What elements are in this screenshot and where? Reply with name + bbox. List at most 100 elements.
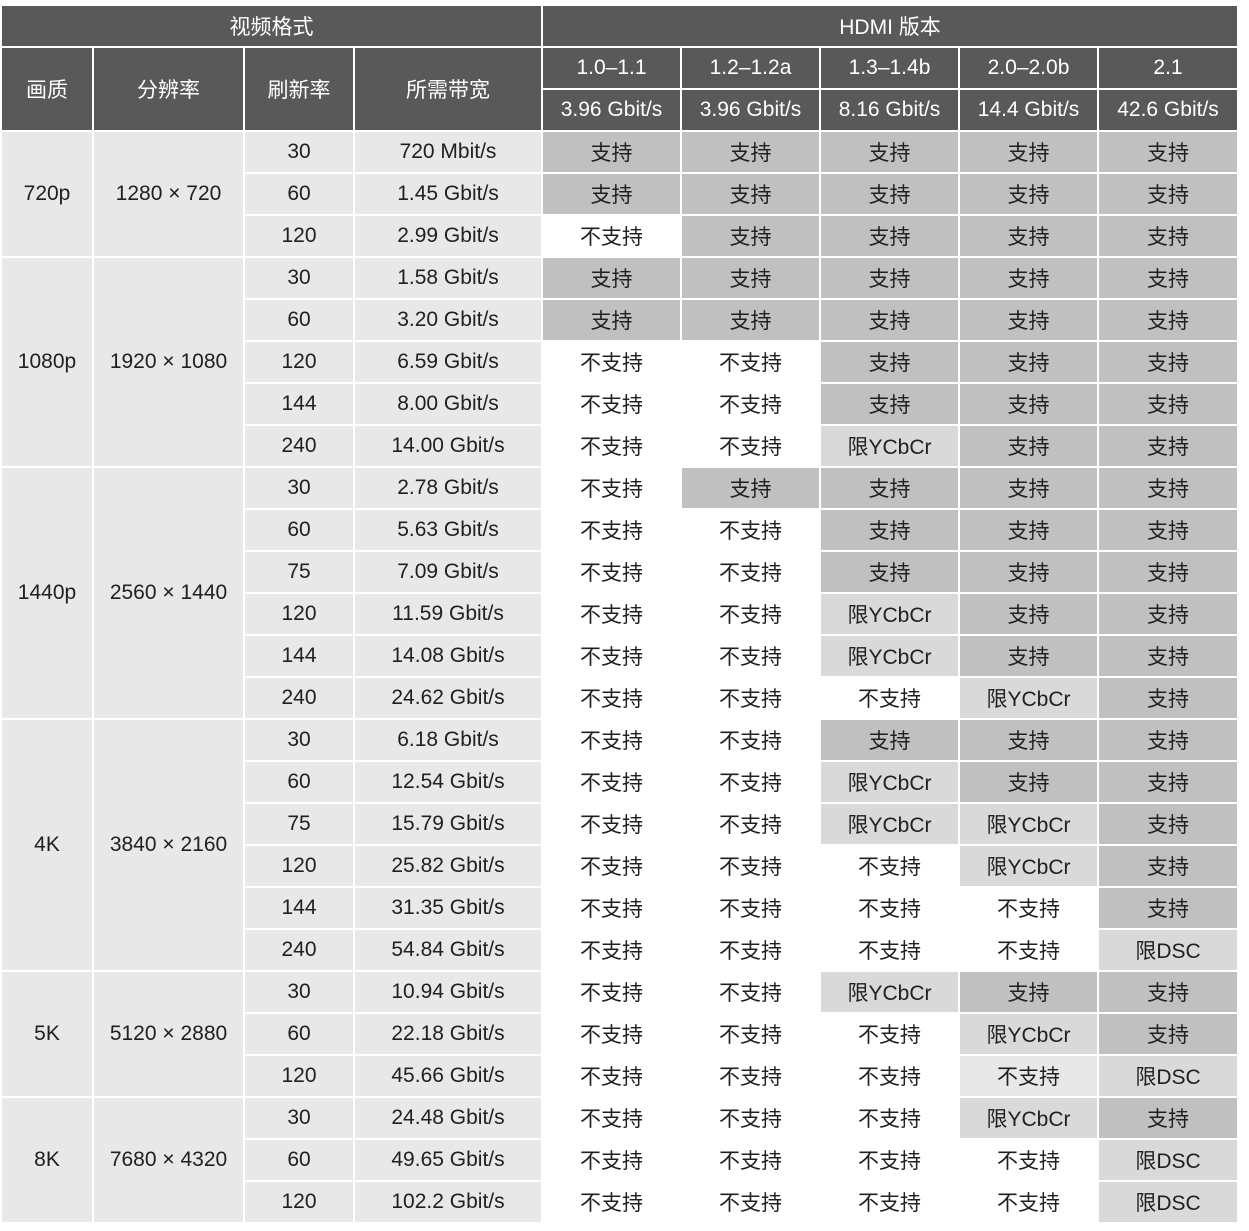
support-cell: 支持 xyxy=(960,132,1097,172)
support-cell: 不支持 xyxy=(682,888,819,928)
support-cell: 不支持 xyxy=(543,342,680,382)
bandwidth-cell: 10.94 Gbit/s xyxy=(355,972,541,1012)
bandwidth-cell: 2.99 Gbit/s xyxy=(355,216,541,256)
table-row: 120 25.82 Gbit/s 不支持 不支持 不支持 限YCbCr 支持 xyxy=(2,846,1237,886)
support-cell: 支持 xyxy=(1099,174,1237,214)
table-row: 720p 1280 × 720 30 720 Mbit/s 支持 支持 支持 支持 支持 xyxy=(2,132,1237,256)
support-cell: 不支持 xyxy=(543,930,680,970)
table-row: 120 6.59 Gbit/s 不支持 不支持 支持 支持 支持 xyxy=(2,342,1237,382)
resolution-cell: 1280 × 720 xyxy=(94,132,243,256)
bandwidth-cell: 6.59 Gbit/s xyxy=(355,342,541,382)
refresh-rate-cell: 30 xyxy=(245,720,353,760)
support-cell: 支持 xyxy=(682,300,819,340)
support-cell: 支持 xyxy=(821,216,958,256)
support-cell: 支持 xyxy=(821,384,958,424)
support-cell: 不支持 xyxy=(682,720,819,760)
table-row: 60 22.18 Gbit/s 不支持 不支持 不支持 限YCbCr 支持 xyxy=(2,1014,1237,1054)
support-cell: 支持 xyxy=(960,552,1097,592)
support-cell: 支持 xyxy=(960,426,1097,466)
support-cell: 不支持 xyxy=(821,888,958,928)
quality-cell: 720p xyxy=(2,132,92,256)
refresh-rate-header: 刷新率 xyxy=(245,48,353,130)
support-cell: 限YCbCr xyxy=(821,426,958,466)
support-cell: 支持 xyxy=(960,384,1097,424)
support-cell: 不支持 xyxy=(682,426,819,466)
support-cell: 不支持 xyxy=(543,1014,680,1054)
quality-cell: 1440p xyxy=(2,468,92,718)
table-row: 4K 3840 × 2160 30 6.18 Gbit/s 不支持 不支持 支持 支持 支持 xyxy=(2,720,1237,970)
support-cell: 不支持 xyxy=(543,636,680,676)
table-row: 240 24.62 Gbit/s 不支持 不支持 不支持 限YCbCr 支持 xyxy=(2,678,1237,718)
support-cell: 支持 xyxy=(1099,594,1237,634)
resolution-header: 分辨率 xyxy=(94,48,243,130)
support-cell: 不支持 xyxy=(821,930,958,970)
table-row: 1080p 1920 × 1080 30 1.58 Gbit/s 支持 支持 支持 支持 支持 xyxy=(2,258,1237,466)
support-cell: 支持 xyxy=(1099,720,1237,760)
bandwidth-cell: 14.00 Gbit/s xyxy=(355,426,541,466)
support-cell: 不支持 xyxy=(682,678,819,718)
support-cell: 不支持 xyxy=(821,678,958,718)
support-cell: 不支持 xyxy=(682,594,819,634)
bandwidth-cell: 720 Mbit/s xyxy=(355,132,541,172)
support-cell: 不支持 xyxy=(543,1182,680,1222)
table-row: 60 12.54 Gbit/s 不支持 不支持 限YCbCr 支持 支持 xyxy=(2,762,1237,802)
support-cell: 不支持 xyxy=(543,846,680,886)
support-cell: 限YCbCr xyxy=(960,846,1097,886)
support-cell: 不支持 xyxy=(682,342,819,382)
support-cell: 支持 xyxy=(1099,510,1237,550)
support-cell: 不支持 xyxy=(682,1056,819,1096)
support-cell: 支持 xyxy=(682,468,819,508)
refresh-rate-cell: 240 xyxy=(245,930,353,970)
table-row: 75 15.79 Gbit/s 不支持 不支持 限YCbCr 限YCbCr 支持 xyxy=(2,804,1237,844)
resolution-cell: 5120 × 2880 xyxy=(94,972,243,1096)
resolution-cell: 1920 × 1080 xyxy=(94,258,243,466)
bandwidth-cell: 14.08 Gbit/s xyxy=(355,636,541,676)
support-cell: 支持 xyxy=(1099,216,1237,256)
support-cell: 不支持 xyxy=(682,930,819,970)
support-cell: 不支持 xyxy=(543,1098,680,1138)
quality-cell: 1080p xyxy=(2,258,92,466)
support-cell: 支持 xyxy=(960,720,1097,760)
support-cell: 限YCbCr xyxy=(821,636,958,676)
support-cell: 不支持 xyxy=(543,720,680,760)
support-cell: 支持 xyxy=(821,174,958,214)
resolution-cell: 7680 × 4320 xyxy=(94,1098,243,1222)
table-row: 120 2.99 Gbit/s 不支持 支持 支持 支持 支持 xyxy=(2,216,1237,256)
refresh-rate-cell: 240 xyxy=(245,678,353,718)
support-cell: 不支持 xyxy=(543,468,680,508)
support-cell: 支持 xyxy=(821,258,958,298)
support-cell: 不支持 xyxy=(543,426,680,466)
bandwidth-cell: 49.65 Gbit/s xyxy=(355,1140,541,1180)
table-row: 240 54.84 Gbit/s 不支持 不支持 不支持 不支持 限DSC xyxy=(2,930,1237,970)
support-cell: 不支持 xyxy=(682,636,819,676)
support-cell: 支持 xyxy=(1099,342,1237,382)
support-cell: 限YCbCr xyxy=(821,762,958,802)
support-cell: 支持 xyxy=(821,468,958,508)
support-cell: 不支持 xyxy=(682,384,819,424)
table-row: 60 3.20 Gbit/s 支持 支持 支持 支持 支持 xyxy=(2,300,1237,340)
bandwidth-cell: 24.48 Gbit/s xyxy=(355,1098,541,1138)
support-cell: 支持 xyxy=(1099,804,1237,844)
refresh-rate-cell: 144 xyxy=(245,636,353,676)
refresh-rate-cell: 30 xyxy=(245,1098,353,1138)
support-cell: 限YCbCr xyxy=(960,1098,1097,1138)
support-cell: 支持 xyxy=(543,258,680,298)
support-cell: 不支持 xyxy=(543,216,680,256)
refresh-rate-cell: 120 xyxy=(245,216,353,256)
hdmi-support-table: 视频格式 HDMI 版本 画质 分辨率 刷新率 所需带宽 1.0–1.1 1.2–… xyxy=(0,4,1239,1224)
version-header: 1.2–1.2a xyxy=(682,48,819,88)
bandwidth-cell: 31.35 Gbit/s xyxy=(355,888,541,928)
support-cell: 不支持 xyxy=(960,930,1097,970)
support-cell: 支持 xyxy=(960,342,1097,382)
refresh-rate-cell: 30 xyxy=(245,132,353,172)
refresh-rate-cell: 60 xyxy=(245,762,353,802)
refresh-rate-cell: 144 xyxy=(245,384,353,424)
refresh-rate-cell: 75 xyxy=(245,804,353,844)
support-cell: 支持 xyxy=(960,300,1097,340)
support-cell: 支持 xyxy=(1099,1014,1237,1054)
support-cell: 支持 xyxy=(1099,1098,1237,1138)
support-cell: 支持 xyxy=(1099,636,1237,676)
support-cell: 限YCbCr xyxy=(821,972,958,1012)
support-cell: 限YCbCr xyxy=(960,804,1097,844)
support-cell: 限YCbCr xyxy=(960,1014,1097,1054)
